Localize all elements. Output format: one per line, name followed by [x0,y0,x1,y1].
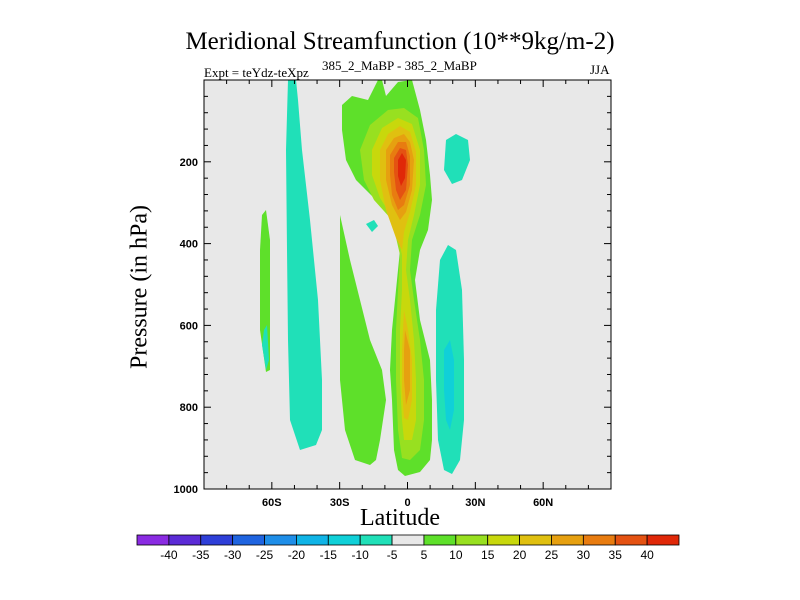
y-tick-label: 800 [180,402,198,414]
y-tick-label: 1000 [174,484,198,496]
colorbar-box [264,534,297,546]
y-axis-ticks: 200 400 600 800 1000 [174,95,611,496]
run-label: 385_2_MaBP - 385_2_MaBP [322,58,477,73]
x-tick-label: 0 [404,497,410,509]
contour-nh-cell-inner [444,340,454,430]
colorbar: -40 -35 -30 -25 -20 -15 -10 -5 5 10 15 20 25 30 35 40 [136,534,680,562]
colorbar-label: -10 [352,548,370,562]
colorbar-label: -15 [320,548,338,562]
colorbar-box [232,534,265,546]
colorbar-label: 40 [640,548,654,562]
colorbar-box [551,534,584,546]
contour-sh-60s-inner [262,325,269,370]
colorbar-label: -20 [288,548,306,562]
season-label: JJA [590,62,610,77]
colorbar-box [519,534,552,546]
colorbar-label: 15 [481,548,495,562]
x-axis-ticks: 60S 30S 0 30N 60N [226,80,589,509]
colorbar-box [136,534,170,546]
contour-fills [260,80,470,476]
colorbar-label: -25 [256,548,274,562]
colorbar-box [168,534,202,546]
contour-sh-40s [286,80,322,450]
colorbar-box [487,534,520,546]
colorbar-label: -30 [224,548,242,562]
colorbar-box [327,534,361,546]
colorbar-label: 25 [545,548,559,562]
y-tick-label: 600 [180,320,198,332]
contour-small-blob [366,220,378,232]
colorbar-box [455,534,489,546]
y-tick-label: 200 [180,157,198,169]
colorbar-label: -35 [192,548,210,562]
experiment-label: Expt = teYdz-teXpz [204,65,309,80]
x-tick-label: 30S [330,497,350,509]
colorbar-box [646,534,680,546]
colorbar-box [391,534,425,546]
contour-nh-upper [444,134,470,184]
y-axis-label: Pressure (in hPa) [126,205,153,369]
colorbar-box [582,534,616,546]
x-tick-label: 60S [262,497,282,509]
colorbar-label: -40 [160,548,178,562]
colorbar-label: 35 [609,548,623,562]
colorbar-label: 30 [577,548,591,562]
colorbar-label: -5 [387,548,398,562]
colorbar-box [359,534,393,546]
contour-max [398,153,406,186]
x-tick-label: 30N [465,497,485,509]
colorbar-box [200,534,234,546]
colorbar-box [296,534,329,546]
chart-title: Meridional Streamfunction (10**9kg/m-2) [185,28,615,55]
colorbar-label: 10 [449,548,463,562]
colorbar-label: 20 [513,548,527,562]
contour-sh-60s [260,210,270,372]
contour-tropics-green [340,215,386,465]
x-axis-label: Latitude [360,505,440,531]
colorbar-box [614,534,648,546]
colorbar-box [423,534,457,546]
x-tick-label: 60N [533,497,553,509]
colorbar-label: 5 [421,548,428,562]
contour-orange [386,134,414,405]
y-tick-label: 400 [180,239,198,251]
